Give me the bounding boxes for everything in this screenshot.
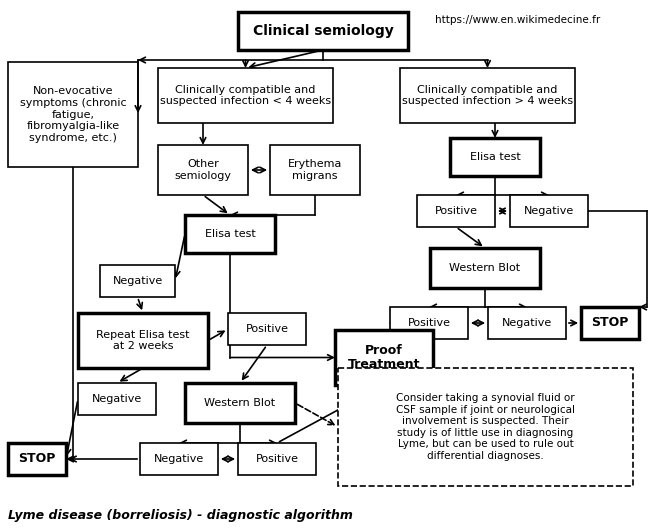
FancyBboxPatch shape bbox=[158, 68, 333, 123]
Text: Proof
Treatment: Proof Treatment bbox=[348, 343, 421, 372]
FancyBboxPatch shape bbox=[581, 307, 639, 339]
FancyBboxPatch shape bbox=[430, 248, 540, 288]
FancyBboxPatch shape bbox=[8, 62, 138, 167]
Text: Elisa test: Elisa test bbox=[205, 229, 255, 239]
FancyBboxPatch shape bbox=[400, 68, 575, 123]
FancyBboxPatch shape bbox=[338, 368, 633, 486]
FancyBboxPatch shape bbox=[335, 330, 433, 385]
Text: Negative: Negative bbox=[92, 394, 142, 404]
FancyBboxPatch shape bbox=[185, 215, 275, 253]
Text: Other
semiology: Other semiology bbox=[174, 159, 231, 181]
Text: Positive: Positive bbox=[408, 318, 450, 328]
Text: Negative: Negative bbox=[524, 206, 574, 216]
Text: Negative: Negative bbox=[154, 454, 204, 464]
FancyBboxPatch shape bbox=[228, 313, 306, 345]
Text: STOP: STOP bbox=[592, 316, 629, 330]
Text: Positive: Positive bbox=[434, 206, 478, 216]
FancyBboxPatch shape bbox=[78, 383, 156, 415]
FancyBboxPatch shape bbox=[185, 383, 295, 423]
Text: Negative: Negative bbox=[112, 276, 162, 286]
Text: Positive: Positive bbox=[255, 454, 298, 464]
Text: Positive: Positive bbox=[246, 324, 289, 334]
Text: Negative: Negative bbox=[502, 318, 552, 328]
FancyBboxPatch shape bbox=[78, 313, 208, 368]
Text: Repeat Elisa test
at 2 weeks: Repeat Elisa test at 2 weeks bbox=[96, 330, 190, 351]
FancyBboxPatch shape bbox=[450, 138, 540, 176]
Text: Western Blot: Western Blot bbox=[205, 398, 276, 408]
FancyBboxPatch shape bbox=[8, 443, 66, 475]
Text: Lyme disease (borreliosis) - diagnostic algorithm: Lyme disease (borreliosis) - diagnostic … bbox=[8, 508, 353, 522]
FancyBboxPatch shape bbox=[158, 145, 248, 195]
FancyBboxPatch shape bbox=[238, 12, 408, 50]
FancyBboxPatch shape bbox=[417, 195, 495, 227]
Text: Clinically compatible and
suspected infection > 4 weeks: Clinically compatible and suspected infe… bbox=[402, 85, 573, 107]
Text: STOP: STOP bbox=[18, 453, 56, 465]
Text: Erythema
migrans: Erythema migrans bbox=[288, 159, 342, 181]
Text: Western Blot: Western Blot bbox=[449, 263, 521, 273]
Text: Non-evocative
symptoms (chronic
fatigue,
fibromyalgia-like
syndrome, etc.): Non-evocative symptoms (chronic fatigue,… bbox=[20, 86, 126, 143]
FancyBboxPatch shape bbox=[238, 443, 316, 475]
Text: Consider taking a synovial fluid or
CSF sample if joint or neurological
involvem: Consider taking a synovial fluid or CSF … bbox=[396, 393, 575, 461]
FancyBboxPatch shape bbox=[140, 443, 218, 475]
FancyBboxPatch shape bbox=[510, 195, 588, 227]
Text: https://www.en.wikimedecine.fr: https://www.en.wikimedecine.fr bbox=[435, 15, 600, 25]
Text: Elisa test: Elisa test bbox=[469, 152, 521, 162]
Text: Clinically compatible and
suspected infection < 4 weeks: Clinically compatible and suspected infe… bbox=[160, 85, 331, 107]
FancyBboxPatch shape bbox=[390, 307, 468, 339]
FancyBboxPatch shape bbox=[100, 265, 175, 297]
FancyBboxPatch shape bbox=[270, 145, 360, 195]
FancyBboxPatch shape bbox=[488, 307, 566, 339]
Text: Clinical semiology: Clinical semiology bbox=[253, 24, 393, 38]
